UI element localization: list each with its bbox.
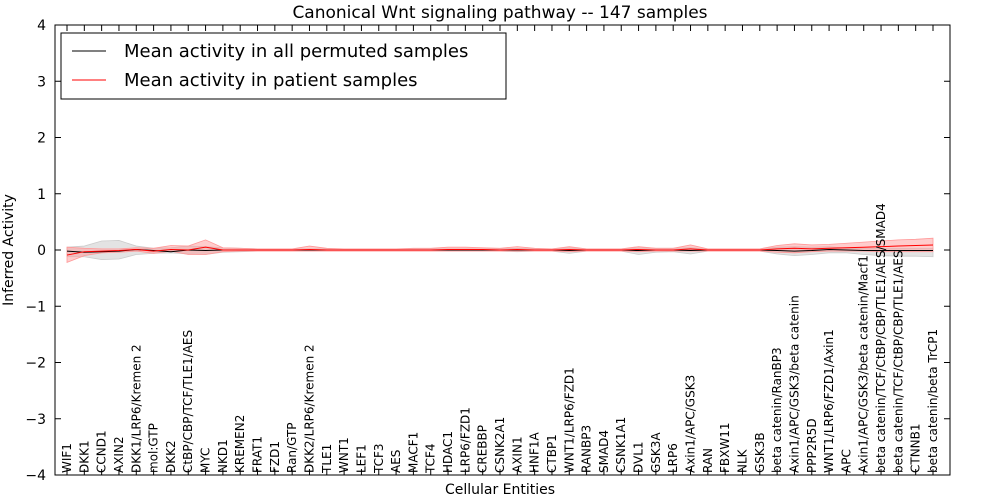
x-tick-label: CCND1 <box>95 430 109 473</box>
x-tick-label: GSK3B <box>753 432 767 473</box>
x-tick-label: HNF1A <box>528 431 542 473</box>
x-tick-label: FRAT1 <box>251 436 265 473</box>
x-tick-label: Axin1/APC/GSK3/beta catenin <box>787 295 801 473</box>
chart-title: Canonical Wnt signaling pathway -- 147 s… <box>292 3 707 23</box>
x-tick-label: beta catenin/TCF/CtBP/CBP/TLE1/AES <box>891 250 905 473</box>
x-tick-label: CTNNB1 <box>909 423 923 473</box>
x-tick-label: LRP6/FZD1 <box>458 407 472 473</box>
x-tick-label: RANBP3 <box>580 425 594 473</box>
x-tick-label: NKD1 <box>216 439 230 473</box>
x-tick-label: CREBBP <box>476 425 490 473</box>
x-tick-label: KREMEN2 <box>233 415 247 473</box>
y-tick-label: −1 <box>25 299 46 315</box>
legend: Mean activity in all permuted samples Mea… <box>60 32 507 100</box>
series-lines <box>66 244 934 256</box>
x-tick-label: CTBP1 <box>545 434 559 473</box>
x-tick-label: MYC <box>199 448 213 473</box>
x-tick-label: NLK <box>735 448 749 473</box>
x-tick-label: GSK3A <box>649 432 663 473</box>
y-tick-label: 0 <box>37 243 46 259</box>
x-axis-label: Cellular Entities <box>445 482 555 498</box>
x-tick-label: PPP2R5D <box>805 418 819 473</box>
legend-label-0: Mean activity in all permuted samples <box>124 41 468 62</box>
x-tick-label: beta catenin/RanBP3 <box>770 347 784 473</box>
x-tick-label: MACF1 <box>406 432 420 473</box>
y-tick-label: 3 <box>37 74 46 90</box>
x-tick-label: DKK2 <box>164 440 178 473</box>
series-line-1 <box>66 244 934 256</box>
y-axis-label: Inferred Activity <box>1 194 17 306</box>
x-tick-label: FZD1 <box>268 441 282 473</box>
x-tick-label: mol:GTP <box>147 423 161 473</box>
y-tick-label: −4 <box>25 468 46 484</box>
x-tick-label: Axin1/APC/GSK3/beta catenin/Macf1 <box>857 255 871 473</box>
x-tick-label: HDAC1 <box>441 431 455 473</box>
x-tick-label: WNT1 <box>337 437 351 473</box>
x-tick-label: DVL1 <box>632 441 646 473</box>
x-tick-label: AXIN2 <box>112 436 126 473</box>
x-tick-label: TLE1 <box>320 444 334 474</box>
x-tick-label: CtBP/CBP/TCF/TLE1/AES <box>181 330 195 473</box>
x-tick-label: RAN <box>701 448 715 473</box>
x-tick-label: AXIN1 <box>510 436 524 473</box>
x-tick-label: CSNK1A1 <box>614 417 628 473</box>
x-tick-label: beta catenin/TCF/CtBP/CBP/TLE1/AES/SMAD4 <box>874 203 888 473</box>
x-tick-label: DKK1/LRP6/Kremen 2 <box>129 344 143 473</box>
y-axis: 4 3 2 1 0 −1 −2 −3 −4 <box>25 18 950 484</box>
x-tick-label: beta catenin/beta TrCP1 <box>926 329 940 473</box>
legend-box <box>60 32 507 100</box>
x-tick-label: WNT1/LRP6/FZD1/Axin1 <box>822 329 836 473</box>
x-tick-label: FBXW11 <box>718 423 732 474</box>
x-tick-label: SMAD4 <box>597 430 611 473</box>
x-tick-label: TCF3 <box>372 443 386 474</box>
x-tick-label: LRP6 <box>666 443 680 473</box>
x-tick-label: WNT1/LRP6/FZD1 <box>562 367 576 473</box>
y-tick-label: 1 <box>37 187 46 203</box>
x-tick-label: AES <box>389 450 403 473</box>
y-tick-label: −2 <box>25 356 46 372</box>
x-tick-label: TCF4 <box>424 443 438 474</box>
x-tick-label: WIF1 <box>60 443 74 473</box>
x-axis: WIF1 DKK1 CCND1 AXIN2 DKK1/LRP6/Kremen 2 mol:… <box>60 25 940 475</box>
x-tick-label: Axin1/APC/GSK3 <box>684 375 698 473</box>
x-tick-label: APC <box>839 449 853 473</box>
y-tick-label: −3 <box>25 412 46 428</box>
y-tick-label: 2 <box>37 131 46 147</box>
x-tick-label: LEF1 <box>354 444 368 473</box>
x-tick-label: DKK1 <box>77 440 91 473</box>
legend-label-1: Mean activity in patient samples <box>124 70 418 91</box>
x-tick-label: CSNK2A1 <box>493 417 507 473</box>
x-tick-label: Ran/GTP <box>285 422 299 473</box>
y-tick-label: 4 <box>37 18 46 34</box>
x-tick-label: DKK2/LRP6/Kremen 2 <box>302 344 316 473</box>
